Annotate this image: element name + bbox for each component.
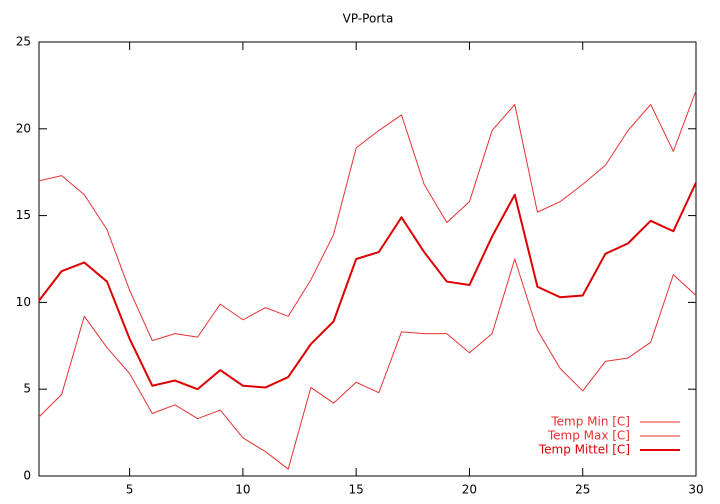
series-line xyxy=(38,182,697,391)
x-tick-label: 10 xyxy=(235,483,250,497)
legend-label: Temp Max [C] xyxy=(547,429,630,443)
legend-label: Temp Min [C] xyxy=(550,415,630,429)
series-line xyxy=(38,90,697,342)
plot-frame xyxy=(38,41,697,477)
y-tick-label: 20 xyxy=(16,121,31,135)
x-tick-label: 5 xyxy=(126,483,134,497)
x-tick-label: 25 xyxy=(575,483,590,497)
x-tick-label: 30 xyxy=(688,483,703,497)
x-tick-label: 20 xyxy=(462,483,477,497)
y-tick-label: 15 xyxy=(16,208,31,222)
y-tick-label: 5 xyxy=(23,382,31,396)
y-tick-label: 10 xyxy=(16,295,31,309)
x-tick-label: 15 xyxy=(349,483,364,497)
y-tick-label: 0 xyxy=(23,469,31,483)
chart-title: VP-Porta xyxy=(343,12,394,26)
legend-label: Temp Mittel [C] xyxy=(538,443,630,457)
y-tick-label: 25 xyxy=(16,35,31,49)
series-line xyxy=(38,258,697,470)
